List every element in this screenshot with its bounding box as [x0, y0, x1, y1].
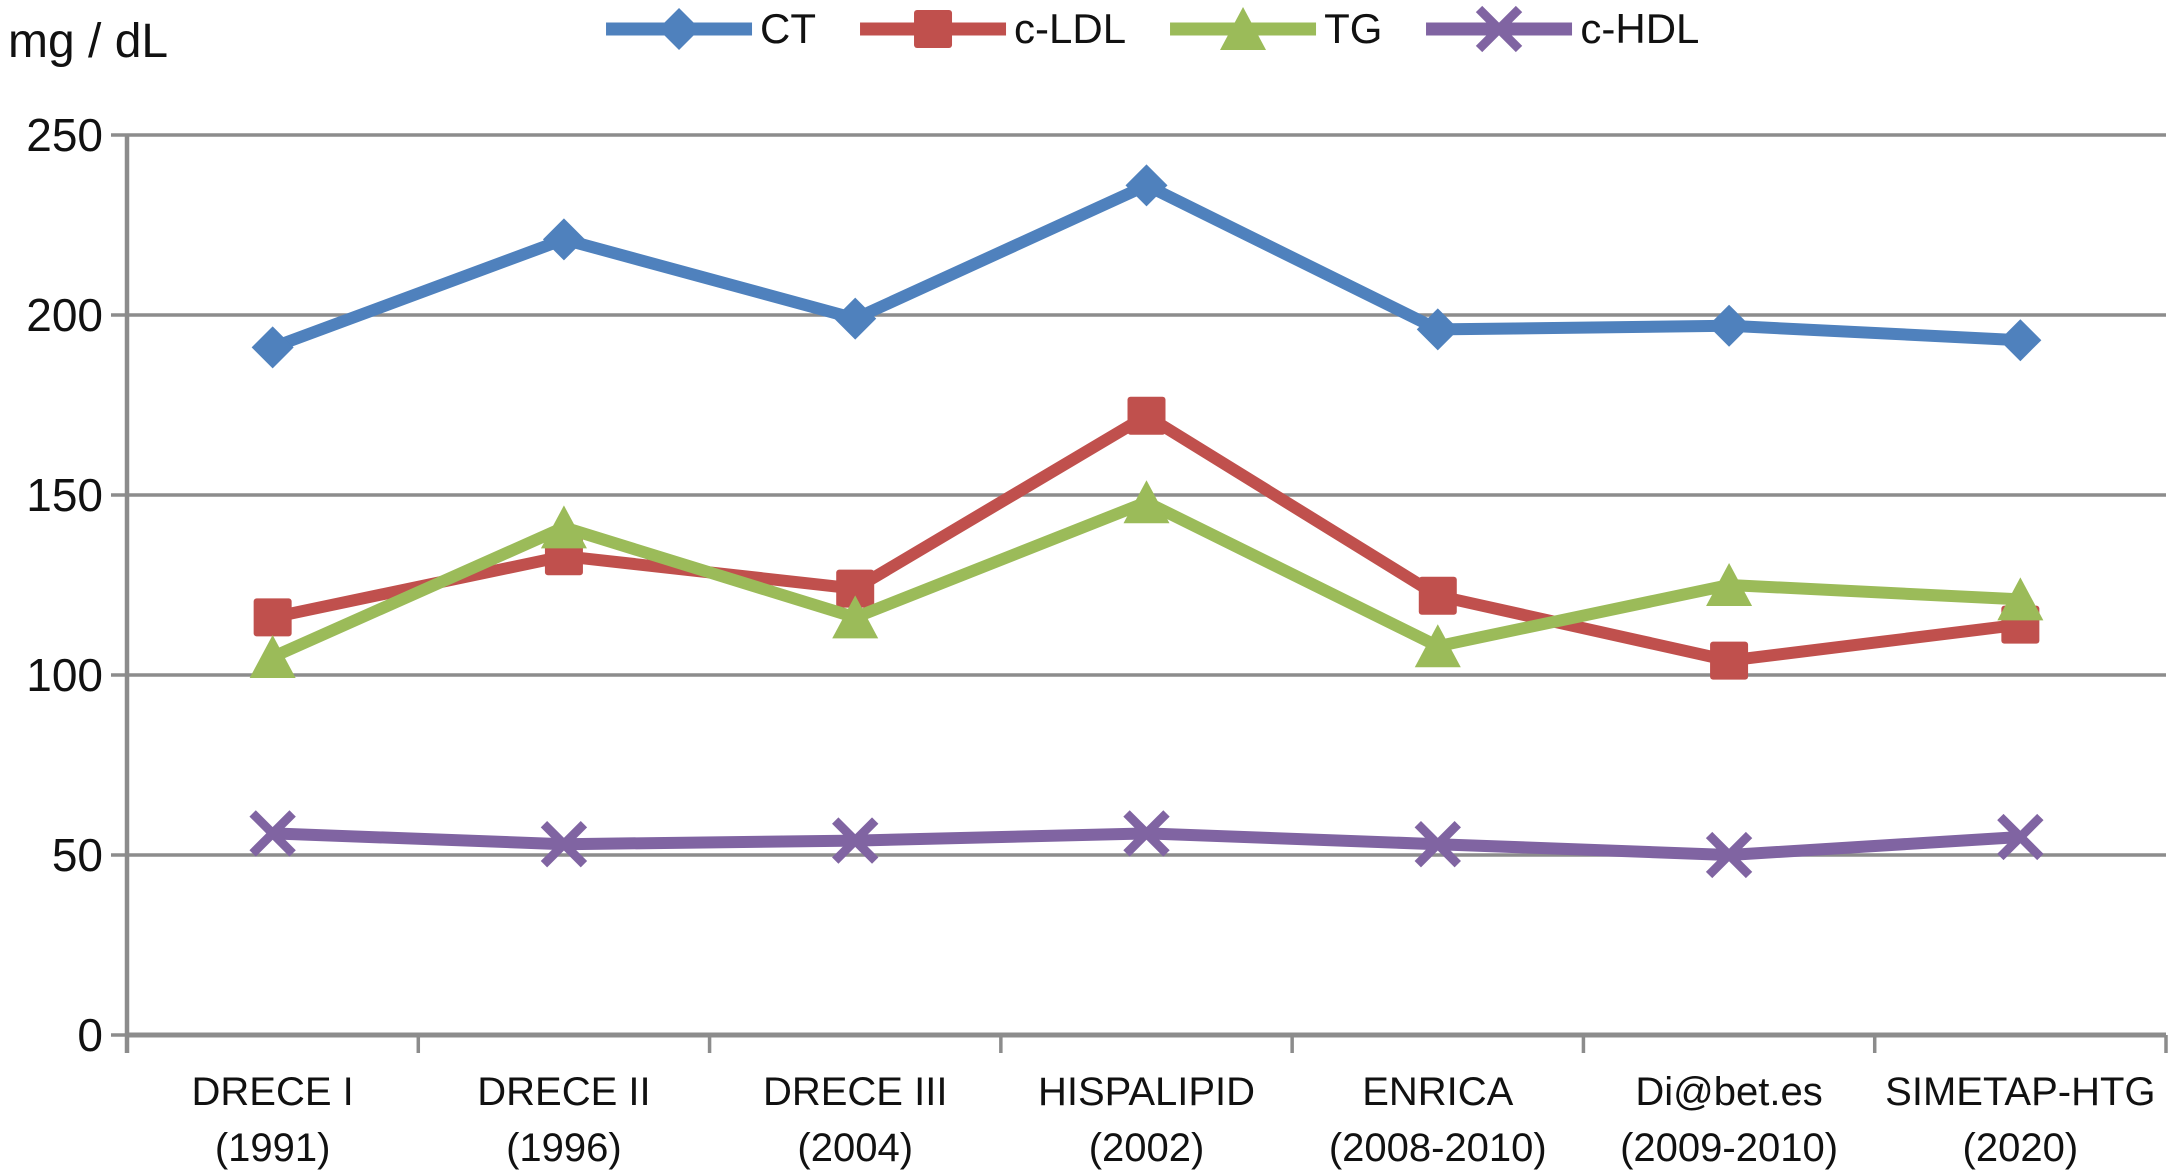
y-tick-label-250: 250	[26, 109, 103, 161]
marker-tg-5	[1706, 563, 1753, 606]
marker-c-hdl-2	[832, 817, 879, 864]
marker-ct-6	[1999, 319, 2042, 362]
legend-tg-marker-icon	[1170, 7, 1317, 50]
legend-c-hdl-marker-glyph	[1476, 5, 1523, 53]
marker-c-hdl-3	[1123, 810, 1170, 857]
marker-ct-2	[834, 297, 877, 340]
marker-c-hdl-0	[249, 810, 296, 857]
marker-c-ldl-2	[836, 569, 875, 608]
marker-ct-1	[542, 218, 585, 261]
legend-item-c-ldl: c-LDL	[858, 3, 1126, 55]
y-tick-label-50: 50	[52, 829, 103, 881]
marker-tg-6	[1997, 577, 2044, 621]
x-category-label-2: DRECE III (2004)	[763, 1070, 947, 1170]
legend-tg-marker-glyph	[1220, 7, 1267, 50]
marker-c-ldl-4	[1418, 576, 1457, 615]
marker-ct-3	[1125, 164, 1168, 207]
x-category-label-6: SIMETAP-HTG (2020)	[1885, 1070, 2155, 1170]
legend-c-ldl-marker-icon	[860, 10, 1007, 48]
legend-c-hdl-marker-icon	[1426, 5, 1573, 53]
marker-c-hdl-1	[540, 821, 588, 868]
chart-legend: CT c-LDL TG c-HDL	[604, 0, 1699, 58]
marker-ct-4	[1416, 308, 1459, 351]
legend-label-c-hdl: c-HDL	[1580, 5, 1700, 52]
marker-tg-0	[249, 635, 296, 678]
series-tg	[249, 480, 2044, 678]
legend-label-ct: CT	[760, 5, 817, 52]
marker-c-hdl-5	[1705, 831, 1753, 879]
legend-item-ct: CT	[604, 3, 816, 55]
y-tick-label-200: 200	[26, 289, 103, 341]
series-tg-line	[270, 496, 2021, 663]
x-axis-labels: DRECE I (1991) DRECE II (1996) DRECE III (200…	[192, 1070, 2156, 1170]
series-c-hdl	[249, 810, 2044, 879]
marker-ct-0	[251, 326, 294, 369]
x-category-label-4: ENRICA (2008-2010)	[1329, 1070, 1547, 1170]
axes	[111, 133, 2168, 1053]
y-tick-label-150: 150	[26, 469, 103, 521]
marker-c-ldl-5	[1710, 641, 1749, 680]
marker-tg-3	[1123, 480, 1170, 524]
x-category-label-0: DRECE I (1991)	[192, 1070, 354, 1170]
x-category-label-1: DRECE II (1996)	[477, 1070, 650, 1170]
legend-c-ldl-marker-glyph	[914, 10, 953, 48]
legend-label-tg: TG	[1324, 5, 1383, 52]
series-ct	[251, 164, 2042, 369]
x-category-label-3: HISPALIPID (2002)	[1038, 1070, 1255, 1170]
legend-ct-marker-glyph	[658, 8, 701, 50]
marker-tg-4	[1414, 624, 1461, 668]
series-ct-line	[270, 179, 2021, 354]
y-tick-label-100: 100	[26, 649, 103, 701]
marker-tg-1	[540, 505, 587, 549]
legend-item-tg: TG	[1168, 3, 1382, 55]
x-category-label-5: Di@bet.es (2009-2010)	[1620, 1070, 1838, 1170]
marker-tg-2	[832, 595, 879, 639]
marker-c-ldl-3	[1127, 396, 1166, 435]
marker-c-ldl-0	[253, 598, 292, 637]
marker-c-hdl-6	[1997, 813, 2044, 861]
y-axis-labels: 0 50 100 150 200 250	[26, 109, 103, 1061]
legend-item-c-hdl: c-HDL	[1424, 3, 1699, 55]
marker-ct-5	[1708, 304, 1751, 347]
y-tick-label-0: 0	[77, 1009, 103, 1061]
legend-ct-marker-icon	[606, 8, 753, 50]
y-axis-unit-label: mg / dL	[8, 15, 169, 68]
marker-c-hdl-4	[1414, 821, 1461, 868]
series-c-ldl	[253, 396, 2040, 680]
legend-label-c-ldl: c-LDL	[1014, 5, 1127, 52]
